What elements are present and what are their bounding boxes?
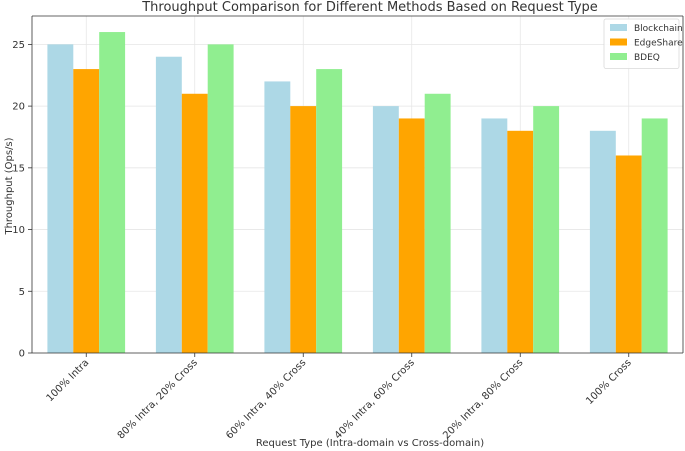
x-tick-label: 100% Cross <box>584 357 634 407</box>
bar-edgeshare-4 <box>398 118 425 353</box>
legend-label-blockchain: Blockchain <box>634 24 683 34</box>
bar-bdeq-4 <box>424 93 451 354</box>
bar-bdeq-1 <box>99 32 126 354</box>
axes <box>31 15 684 354</box>
y-tick-label: 0 <box>19 349 25 360</box>
legend-label-edgeshare: EdgeShare <box>634 39 683 49</box>
x-ticks: 100% Intra 80% Intra, 20% Cross 60% Intra,… <box>45 353 634 442</box>
x-tick-label: 100% Intra <box>45 357 92 404</box>
y-tick-label: 20 <box>12 102 25 113</box>
y-axis-label: Throughput (Ops/s) <box>4 137 15 235</box>
y-tick-label: 25 <box>12 40 25 51</box>
y-tick-label: 15 <box>12 163 25 174</box>
bar-edgeshare-1 <box>73 69 100 353</box>
bar-blockchain-2 <box>155 56 182 353</box>
x-axis-label: Request Type (Intra-domain vs Cross-doma… <box>256 438 484 449</box>
legend-label-bdeq: BDEQ <box>634 53 660 63</box>
legend-swatch-bdeq <box>610 53 627 60</box>
bar-blockchain-4 <box>372 106 399 353</box>
bars <box>47 32 668 354</box>
y-ticks: 0 5 10 15 20 25 <box>12 40 32 360</box>
bar-edgeshare-2 <box>181 93 208 354</box>
y-tick-label: 5 <box>19 287 25 298</box>
legend-swatch-edgeshare <box>610 38 627 46</box>
bar-blockchain-1 <box>47 44 74 354</box>
bar-edgeshare-5 <box>507 130 534 353</box>
bar-blockchain-6 <box>589 130 616 353</box>
x-tick-label: 80% Intra, 20% Cross <box>116 357 200 441</box>
x-tick-label: 60% Intra, 40% Cross <box>224 357 308 441</box>
x-tick-label: 40% Intra, 60% Cross <box>333 357 417 441</box>
legend: Blockchain EdgeShare BDEQ <box>603 18 683 69</box>
grid-lines <box>32 16 683 354</box>
y-tick-label: 10 <box>12 225 25 236</box>
bar-edgeshare-3 <box>290 106 317 353</box>
bar-blockchain-3 <box>264 81 291 353</box>
bar-bdeq-6 <box>641 118 668 353</box>
legend-swatch-blockchain <box>610 24 627 31</box>
x-tick-label: 20% Intra, 80% Cross <box>441 357 525 441</box>
bar-bdeq-2 <box>207 44 234 354</box>
chart-title: Throughput Comparison for Different Meth… <box>141 0 598 15</box>
bar-edgeshare-6 <box>615 155 642 353</box>
bar-bdeq-5 <box>533 106 560 353</box>
bar-blockchain-5 <box>481 118 508 353</box>
bar-bdeq-3 <box>316 69 343 353</box>
